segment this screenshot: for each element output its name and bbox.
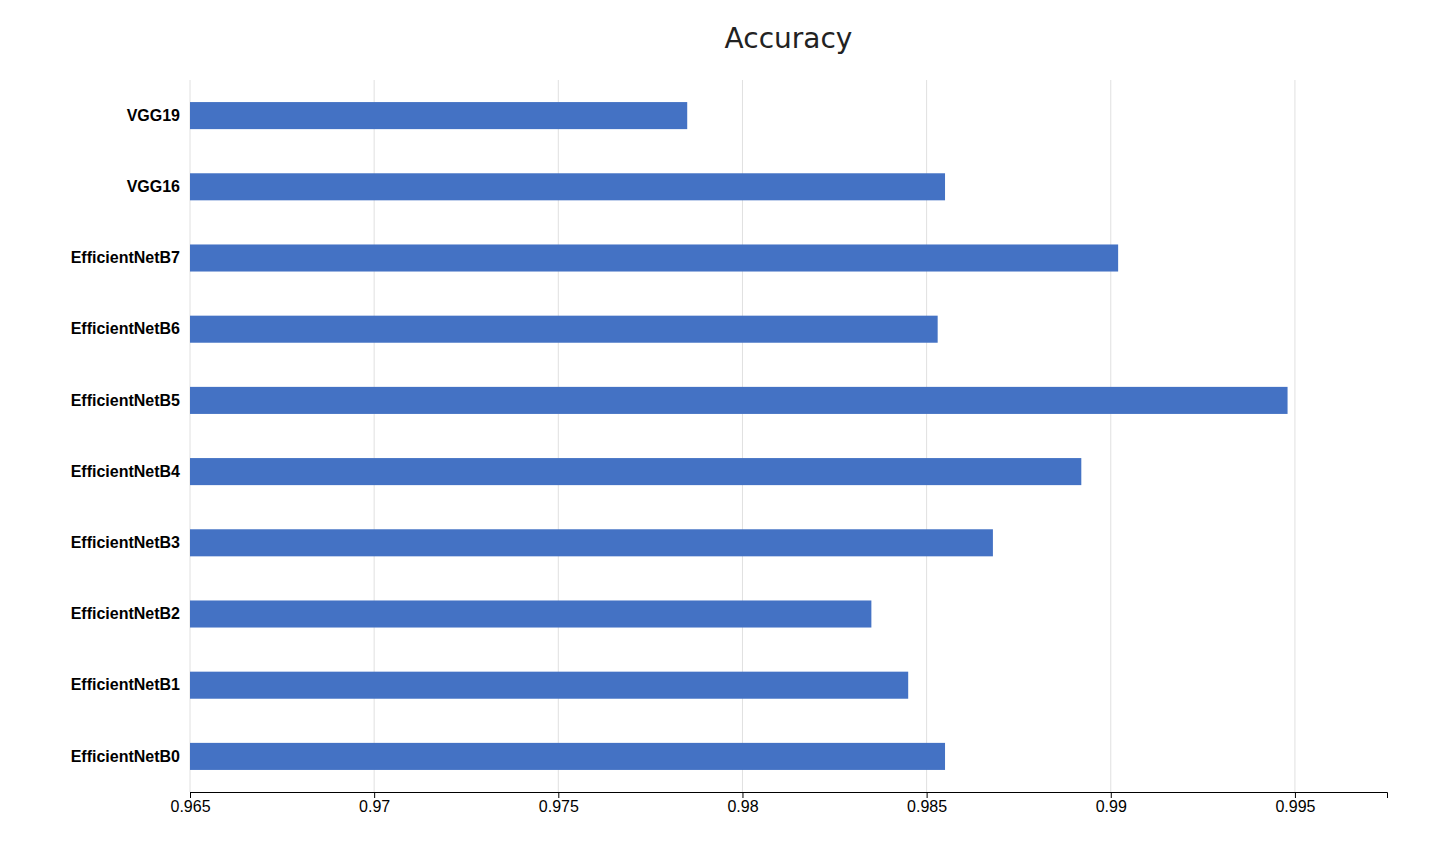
- grid-line: [1294, 80, 1295, 792]
- y-tick: EfficientNetB2: [71, 605, 190, 622]
- x-tick-label: 0.985: [907, 798, 947, 815]
- grid: [190, 80, 1295, 792]
- bars: [190, 102, 1288, 770]
- x-tick-label: 0.975: [539, 798, 579, 815]
- x-tick-mark: [927, 792, 928, 798]
- y-axis: EfficientNetB0 EfficientNetB1 EfficientNet…: [71, 107, 190, 765]
- bar: [190, 672, 908, 699]
- y-tick-label: EfficientNetB4: [71, 463, 180, 480]
- x-tick-mark: [374, 792, 375, 798]
- bar: [190, 173, 945, 200]
- y-tick-label: VGG16: [127, 178, 180, 195]
- bar: [190, 458, 1081, 485]
- y-tick-label: EfficientNetB0: [71, 748, 180, 765]
- y-tick: EfficientNetB6: [71, 320, 190, 337]
- y-tick: VGG16: [127, 178, 190, 195]
- bar: [190, 387, 1288, 414]
- x-tick: 0.99: [1096, 792, 1127, 815]
- bar: [190, 244, 1118, 271]
- bar: [190, 102, 687, 129]
- x-tick: 0.97: [359, 792, 390, 815]
- y-tick-label: EfficientNetB7: [71, 249, 180, 266]
- y-tick: VGG19: [127, 107, 190, 124]
- x-tick-label: 0.99: [1096, 798, 1127, 815]
- y-tick-label: VGG19: [127, 107, 180, 124]
- x-tick-label: 0.98: [727, 798, 758, 815]
- y-tick: EfficientNetB3: [71, 534, 190, 551]
- title: Accuracy: [725, 22, 853, 55]
- y-tick-label: EfficientNetB6: [71, 320, 180, 337]
- x-tick-mark: [742, 792, 743, 798]
- y-tick-label: EfficientNetB5: [71, 392, 180, 409]
- x-tick-mark: [1111, 792, 1112, 798]
- y-tick: EfficientNetB4: [71, 463, 190, 480]
- x-tick: 0.965: [170, 792, 210, 815]
- x-tick-label: 0.995: [1275, 798, 1315, 815]
- y-tick-label: EfficientNetB2: [71, 605, 180, 622]
- chart: Accuracy 0.965 0.97 0.975 0.98 0.985 0.99 0.995…: [0, 0, 1437, 852]
- grid-line: [1110, 80, 1111, 792]
- x-tick-label: 0.97: [359, 798, 390, 815]
- x-axis: 0.965 0.97 0.975 0.98 0.985 0.99 0.995: [170, 792, 1387, 815]
- x-tick-mark: [1295, 792, 1296, 798]
- x-tick: 0.995: [1275, 792, 1315, 815]
- bar: [190, 743, 945, 770]
- y-tick: EfficientNetB7: [71, 249, 190, 266]
- x-tick-mark: [190, 792, 191, 798]
- x-tick: 0.985: [907, 792, 947, 815]
- x-tick-mark: [558, 792, 559, 798]
- y-tick-label: EfficientNetB1: [71, 676, 180, 693]
- x-tick-label: 0.965: [170, 798, 210, 815]
- plot: 0.965 0.97 0.975 0.98 0.985 0.99 0.995 Efficien…: [71, 80, 1388, 815]
- y-tick-label: EfficientNetB3: [71, 534, 180, 551]
- y-tick: EfficientNetB5: [71, 392, 190, 409]
- x-tick: 0.975: [539, 792, 579, 815]
- bar: [190, 316, 938, 343]
- bar: [190, 600, 871, 627]
- x-axis-line: [191, 793, 1388, 799]
- bar: [190, 529, 993, 556]
- x-tick: 0.98: [727, 792, 758, 815]
- y-tick: EfficientNetB0: [71, 748, 190, 765]
- y-tick: EfficientNetB1: [71, 676, 190, 693]
